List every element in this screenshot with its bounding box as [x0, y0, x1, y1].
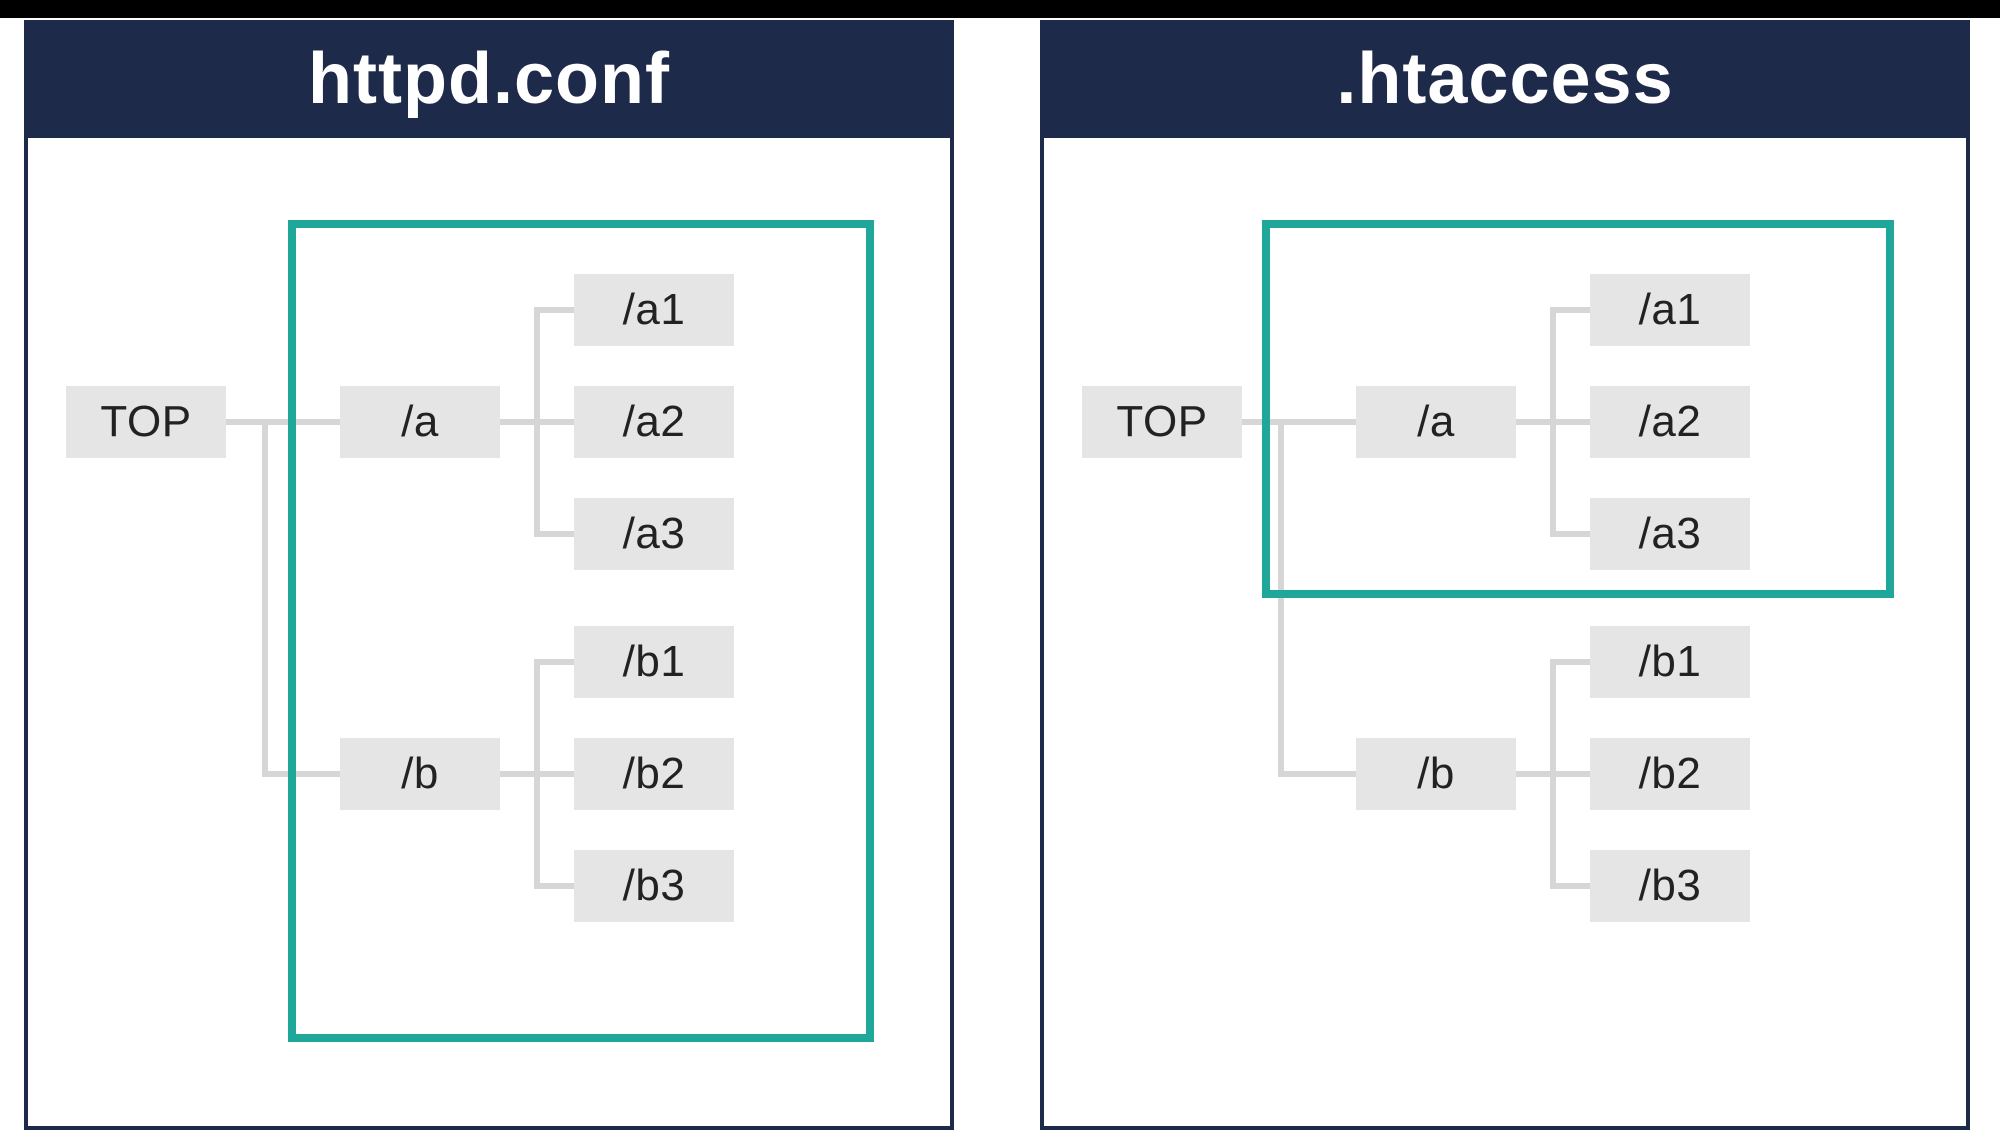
connector: [1550, 659, 1556, 889]
node-a: /a: [1356, 386, 1516, 458]
node-b1: /b1: [574, 626, 734, 698]
node-b2: /b2: [574, 738, 734, 810]
node-a1: /a1: [1590, 274, 1750, 346]
node-b2: /b2: [1590, 738, 1750, 810]
node-top: TOP: [1082, 386, 1242, 458]
panel-title: .htaccess: [1044, 24, 1966, 138]
node-b: /b: [340, 738, 500, 810]
node-a2: /a2: [574, 386, 734, 458]
node-a1: /a1: [574, 274, 734, 346]
connector: [262, 419, 268, 775]
top-black-bar: [0, 0, 2000, 18]
connector: [1278, 771, 1356, 777]
node-a2: /a2: [1590, 386, 1750, 458]
node-b1: /b1: [1590, 626, 1750, 698]
panel-title: httpd.conf: [28, 24, 950, 138]
connector: [1550, 883, 1590, 889]
diagram-canvas: httpd.conf .htaccess TOP /a /a1 /a2 /a3 …: [0, 0, 2000, 1143]
node-b3: /b3: [574, 850, 734, 922]
connector: [1550, 659, 1590, 665]
node-b: /b: [1356, 738, 1516, 810]
node-a3: /a3: [574, 498, 734, 570]
node-a: /a: [340, 386, 500, 458]
node-a3: /a3: [1590, 498, 1750, 570]
node-b3: /b3: [1590, 850, 1750, 922]
node-top: TOP: [66, 386, 226, 458]
